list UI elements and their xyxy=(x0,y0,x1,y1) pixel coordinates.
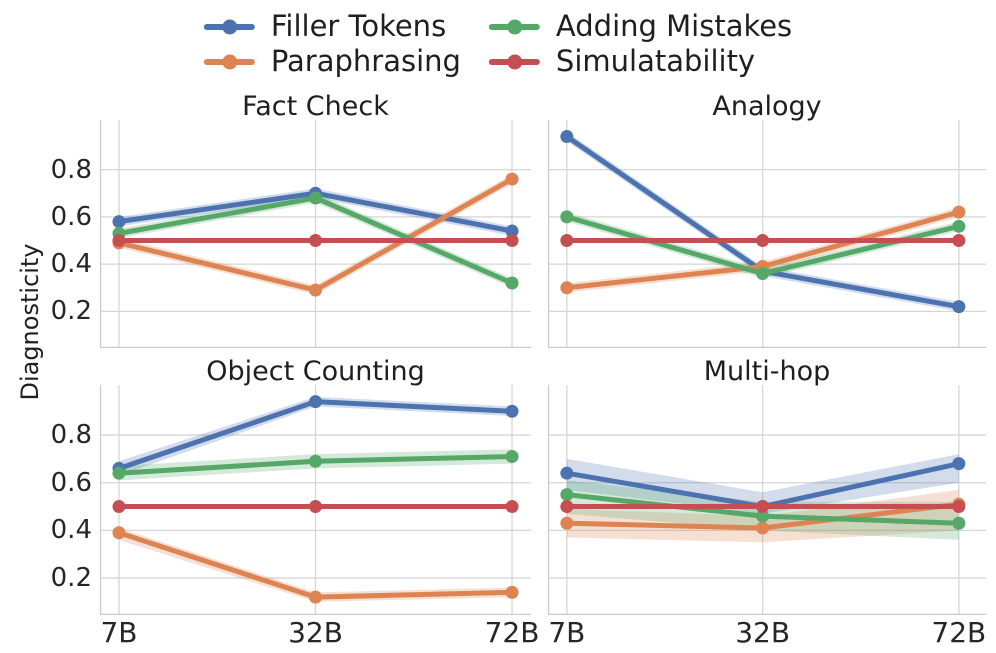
subplot-title-object-counting: Object Counting xyxy=(206,356,425,387)
series-point xyxy=(112,215,126,229)
legend-entry-adding-mistakes: Adding Mistakes xyxy=(488,9,793,43)
legend: Filler Tokens Paraphrasing Adding Mistak… xyxy=(203,9,793,78)
legend-label: Filler Tokens xyxy=(270,9,447,43)
y-tick-label: 0.4 xyxy=(50,515,92,546)
series-point xyxy=(560,500,574,514)
x-tick-label: 7B xyxy=(548,616,586,649)
series-point xyxy=(309,283,322,297)
x-tick-label: 7B xyxy=(100,616,138,649)
series-point xyxy=(952,500,966,514)
legend-entry-simulatability: Simulatability xyxy=(488,44,792,78)
y-tick-label: 0.6 xyxy=(50,467,92,498)
legend-label: Adding Mistakes xyxy=(555,9,793,43)
y-tick-label: 0.6 xyxy=(50,201,92,232)
x-tick-label: 72B xyxy=(484,616,540,649)
y-tick-label: 0.8 xyxy=(50,154,92,185)
series-point xyxy=(309,454,322,468)
legend-entry-paraphrasing: Paraphrasing xyxy=(203,44,461,78)
series-point xyxy=(505,172,519,186)
subplot-title-multi-hop: Multi-hop xyxy=(703,356,831,387)
x-tick-label: 72B xyxy=(931,616,987,649)
series-point xyxy=(505,585,519,599)
series-point xyxy=(309,233,322,247)
series-point xyxy=(560,516,574,530)
y-tick-label: 0.8 xyxy=(50,420,92,451)
legend-line-sample xyxy=(203,54,255,69)
subplot-title-analogy: Analogy xyxy=(712,91,822,122)
series-point xyxy=(952,457,966,471)
line-chart-2 xyxy=(99,385,531,616)
series-point xyxy=(309,191,322,205)
line-chart-3 xyxy=(547,385,986,616)
series-point xyxy=(505,233,519,247)
series-point xyxy=(112,500,126,514)
legend-marker-dot xyxy=(506,54,522,69)
x-tick-label: 32B xyxy=(735,616,791,649)
series-point xyxy=(952,205,966,219)
series-point xyxy=(560,210,574,224)
series-point xyxy=(756,267,770,281)
series-point xyxy=(560,488,574,502)
series-point xyxy=(309,395,322,409)
y-tick-label: 0.4 xyxy=(50,249,92,280)
series-point xyxy=(756,521,770,535)
series-point xyxy=(309,500,322,514)
legend-marker-dot xyxy=(221,54,237,69)
series-point xyxy=(309,590,322,604)
legend-line-sample xyxy=(488,19,540,34)
legend-marker-dot xyxy=(506,19,522,34)
series-point xyxy=(505,404,519,418)
legend-line-sample xyxy=(488,54,540,69)
series-point xyxy=(952,219,966,233)
series-point xyxy=(952,516,966,530)
series-point xyxy=(112,466,126,480)
series-point xyxy=(560,130,574,144)
series-point xyxy=(505,450,519,464)
series-point xyxy=(112,233,126,247)
subplot-title-fact-check: Fact Check xyxy=(242,91,389,122)
series-point xyxy=(560,233,574,247)
series-point xyxy=(952,233,966,247)
legend-entry-filler-tokens: Filler Tokens xyxy=(203,9,461,43)
series-point xyxy=(756,233,770,247)
series-point xyxy=(560,281,574,295)
y-tick-label: 0.2 xyxy=(50,296,92,327)
series-point xyxy=(756,500,770,514)
series-point xyxy=(505,276,519,290)
series-band xyxy=(118,396,513,476)
legend-label: Simulatability xyxy=(555,44,756,78)
series-band xyxy=(566,454,959,514)
line-chart-1 xyxy=(547,120,986,349)
series-point xyxy=(505,224,519,238)
series-point xyxy=(560,466,574,480)
series-point xyxy=(505,500,519,514)
series-point xyxy=(756,509,770,523)
legend-marker-dot xyxy=(221,19,237,34)
legend-label: Paraphrasing xyxy=(270,44,461,78)
legend-line-sample xyxy=(203,19,255,34)
series-point xyxy=(112,526,126,540)
y-tick-label: 0.2 xyxy=(50,563,92,594)
series-point xyxy=(952,300,966,314)
x-tick-label: 32B xyxy=(288,616,343,649)
line-chart-0 xyxy=(99,120,531,349)
